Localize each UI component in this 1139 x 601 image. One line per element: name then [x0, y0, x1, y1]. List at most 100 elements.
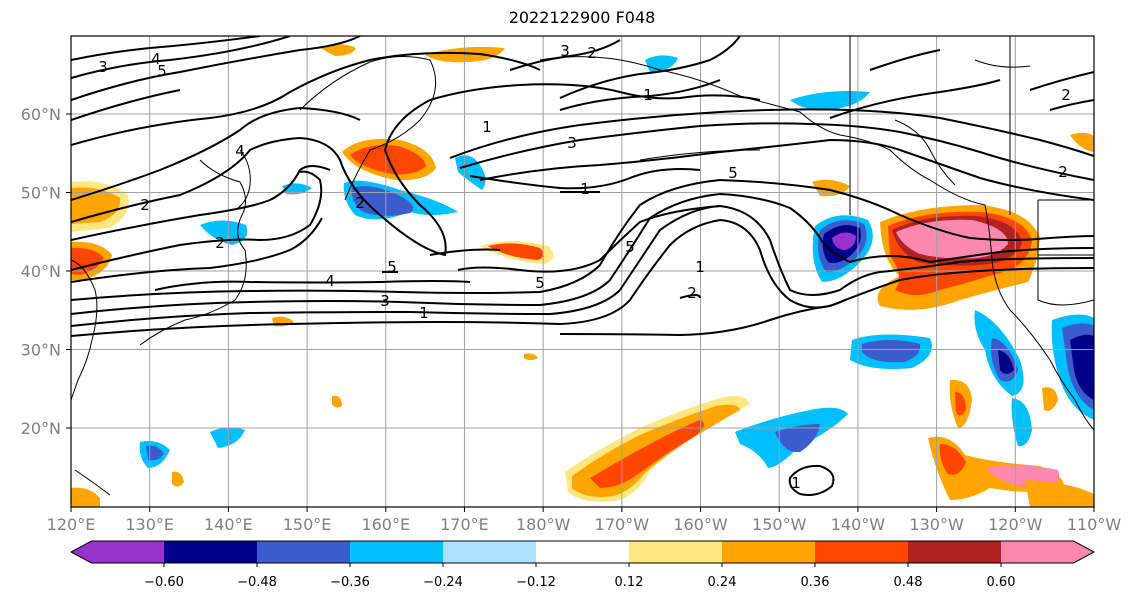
colorbar-label: −0.60: [144, 575, 184, 590]
colorbar-segment: [815, 541, 908, 563]
lon-label: 150°E: [283, 515, 332, 534]
shade-blob: [172, 471, 184, 487]
shade-blob: [590, 420, 704, 488]
contour-label: 1: [580, 180, 590, 198]
colorbar-segment: [350, 541, 443, 563]
lon-label: 140°E: [204, 515, 253, 534]
contour-label: 1: [419, 304, 429, 322]
contour-label: 5: [387, 258, 397, 276]
contour-label: 1: [482, 118, 492, 136]
colorbar-label: −0.48: [237, 575, 277, 590]
shade-blob: [1070, 334, 1094, 400]
colorbar-outline: [69, 540, 1096, 564]
colorbar-segment: [164, 541, 257, 563]
contour-label: 4: [235, 142, 245, 160]
colorbar-segment: [71, 541, 164, 563]
contour-label: 4: [151, 50, 161, 68]
shade-blob: [425, 46, 505, 63]
colorbar-label: 0.12: [615, 575, 644, 590]
contour-label: 2: [355, 194, 365, 212]
contour-label: 5: [157, 62, 167, 80]
colorbar-segment: [722, 541, 815, 563]
lat-label: 30°N: [21, 341, 61, 360]
shade-blob: [524, 353, 538, 360]
contour-label: 3: [98, 58, 108, 76]
shade-blob: [455, 155, 486, 190]
contour-label: 5: [728, 164, 738, 182]
contour-label: 2: [687, 284, 697, 302]
colorbar-segment: [629, 541, 722, 563]
lat-label: 20°N: [21, 419, 61, 438]
lat-label: 60°N: [21, 105, 61, 124]
contour-label: 4: [325, 272, 335, 290]
lat-label: 50°N: [21, 184, 61, 203]
lat-label: 40°N: [21, 262, 61, 281]
shade-blob: [862, 340, 921, 363]
lon-label: 180°W: [516, 515, 571, 534]
shade-blob: [775, 424, 820, 453]
shade-blob: [955, 392, 966, 416]
shade-blob: [332, 395, 342, 408]
latitude-tick-labels: 60°N 50°N 40°N 30°N 20°N: [21, 105, 71, 438]
colorbar-label: −0.12: [516, 575, 556, 590]
shade-blob: [1070, 132, 1094, 152]
lon-label: 160°E: [361, 515, 410, 534]
shade-blob: [1011, 398, 1032, 447]
shade-blob: [998, 350, 1014, 374]
anomaly-shading: [71, 44, 1094, 507]
contour-label: 2: [1061, 86, 1071, 104]
colorbar-label: 0.60: [987, 575, 1016, 590]
lon-label: 170°W: [595, 515, 650, 534]
shade-blob: [896, 219, 1008, 259]
contour-label: 5: [625, 238, 635, 256]
shade-blob: [1025, 480, 1094, 507]
shade-blob: [71, 487, 100, 507]
shade-blob: [146, 445, 164, 461]
shade-blob: [210, 427, 245, 448]
contour-label: 2: [140, 196, 150, 214]
lon-label: 170°E: [440, 515, 489, 534]
shade-blob: [351, 186, 414, 216]
map-gridlines: [71, 36, 1094, 507]
colorbar-label: −0.36: [330, 575, 370, 590]
contour-label: 1: [643, 86, 653, 104]
colorbar-segment: [257, 541, 350, 563]
lon-label: 150°W: [752, 515, 807, 534]
colorbar-segment: [443, 541, 536, 563]
height-contours: [71, 36, 1094, 496]
contour-label: 5: [535, 274, 545, 292]
colorbar: [69, 540, 1096, 564]
colorbar-segment: [1001, 541, 1094, 563]
contour-label: 1: [695, 258, 705, 276]
longitude-tick-labels: 120°E 130°E 140°E 150°E 160°E 170°E 180°W 170°W…: [47, 507, 1122, 534]
shade-blob: [832, 232, 856, 250]
lon-label: 140°W: [831, 515, 886, 534]
colorbar-label: 0.24: [708, 575, 737, 590]
contour-label: 2: [587, 44, 597, 62]
contour-label: 2: [215, 234, 225, 252]
colorbar-label: −0.24: [423, 575, 463, 590]
shade-blob: [1042, 387, 1058, 411]
lon-label: 160°W: [673, 515, 728, 534]
shade-blob: [488, 243, 544, 260]
map-title: 2022122900 F048: [508, 8, 656, 27]
contour-label: 3: [560, 42, 570, 60]
shade-blob: [939, 444, 966, 475]
lon-label: 130°E: [125, 515, 174, 534]
colorbar-label: 0.48: [894, 575, 923, 590]
contour-label: 2: [1058, 163, 1068, 181]
colorbar-segment: [908, 541, 1001, 563]
shade-blob: [320, 44, 356, 56]
colorbar-segment: [536, 541, 629, 563]
lon-label: 130°W: [909, 515, 964, 534]
contour-label: 3: [567, 134, 577, 152]
colorbar-tick-labels: −0.60 −0.48 −0.36 −0.24 −0.12 0.12 0.24 0.36 0.4…: [144, 563, 1015, 590]
lon-label: 120°W: [988, 515, 1043, 534]
colorbar-label: 0.36: [801, 575, 830, 590]
contour-label: 3: [380, 292, 390, 310]
contour-label: 1: [791, 474, 801, 492]
lon-label: 120°E: [47, 515, 96, 534]
lon-label: 110°W: [1067, 515, 1122, 534]
